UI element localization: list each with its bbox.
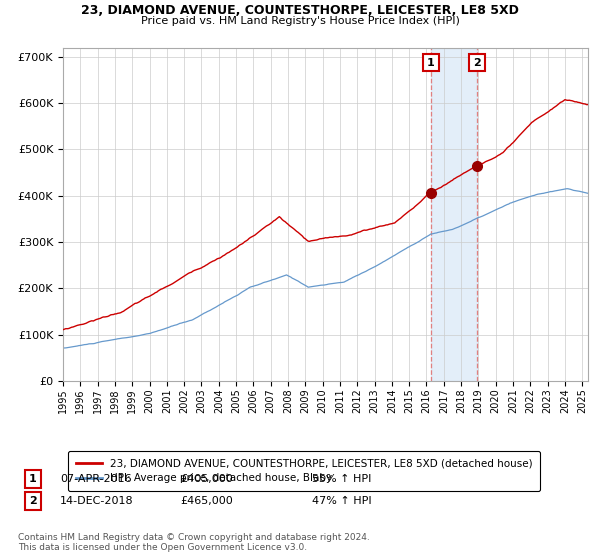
Text: This data is licensed under the Open Government Licence v3.0.: This data is licensed under the Open Gov… — [18, 543, 307, 552]
Text: 07-APR-2016: 07-APR-2016 — [60, 474, 131, 484]
Text: 14-DEC-2018: 14-DEC-2018 — [60, 496, 134, 506]
Legend: 23, DIAMOND AVENUE, COUNTESTHORPE, LEICESTER, LE8 5XD (detached house), HPI: Ave: 23, DIAMOND AVENUE, COUNTESTHORPE, LEICE… — [68, 451, 540, 491]
Text: 55% ↑ HPI: 55% ↑ HPI — [312, 474, 371, 484]
Text: 23, DIAMOND AVENUE, COUNTESTHORPE, LEICESTER, LE8 5XD: 23, DIAMOND AVENUE, COUNTESTHORPE, LEICE… — [81, 4, 519, 17]
Text: £405,000: £405,000 — [180, 474, 233, 484]
Text: Contains HM Land Registry data © Crown copyright and database right 2024.: Contains HM Land Registry data © Crown c… — [18, 533, 370, 542]
Bar — [431, 48, 477, 381]
Text: Price paid vs. HM Land Registry's House Price Index (HPI): Price paid vs. HM Land Registry's House … — [140, 16, 460, 26]
Text: 2: 2 — [473, 58, 481, 68]
Text: 1: 1 — [427, 58, 434, 68]
Text: 2: 2 — [29, 496, 37, 506]
Text: 47% ↑ HPI: 47% ↑ HPI — [312, 496, 371, 506]
Text: 1: 1 — [29, 474, 37, 484]
Text: £465,000: £465,000 — [180, 496, 233, 506]
